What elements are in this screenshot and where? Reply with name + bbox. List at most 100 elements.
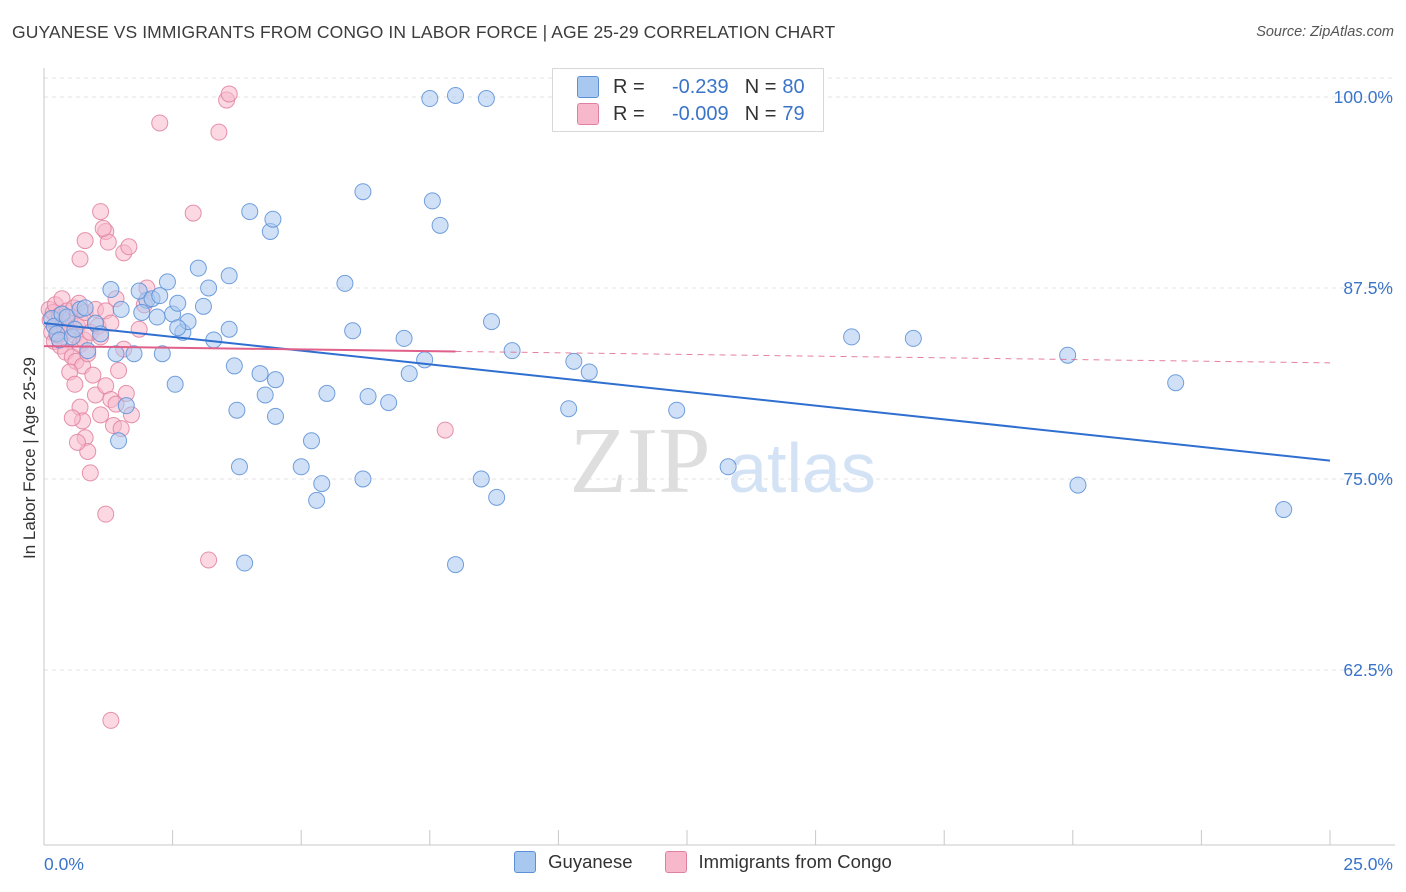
legend-swatch-congo bbox=[577, 103, 599, 125]
guyanese-point bbox=[169, 294, 187, 312]
congo-trend-line bbox=[43, 345, 456, 353]
guyanese-point bbox=[189, 259, 207, 277]
legend-r-label: R = bbox=[613, 102, 645, 125]
guyanese-point bbox=[266, 407, 284, 425]
source-credit: Source: ZipAtlas.com bbox=[1256, 24, 1394, 40]
guyanese-point bbox=[1059, 346, 1077, 364]
congo-point bbox=[84, 366, 102, 384]
congo-point bbox=[151, 114, 169, 132]
guyanese-point bbox=[110, 432, 128, 450]
y-tick-label: 100.0% bbox=[1334, 87, 1393, 107]
congo-point bbox=[120, 238, 138, 256]
series-swatch-guyanese bbox=[514, 851, 537, 873]
guyanese-point bbox=[318, 384, 336, 402]
guyanese-point bbox=[107, 345, 125, 363]
legend-row-congo: R = -0.009 N = 79 bbox=[577, 102, 805, 126]
guyanese-point bbox=[580, 363, 598, 381]
y-tick-label: 75.0% bbox=[1343, 469, 1393, 489]
watermark-atlas: atlas bbox=[728, 429, 876, 507]
gridlines bbox=[44, 77, 1395, 671]
guyanese-point bbox=[904, 329, 922, 347]
guyanese-point bbox=[354, 183, 372, 201]
congo-point bbox=[200, 551, 218, 569]
tick-labels: 62.5% 75.0% 87.5% 100.0% 0.0% 25.0% bbox=[44, 87, 1393, 874]
guyanese-point bbox=[477, 90, 495, 108]
guyanese-point bbox=[166, 375, 184, 393]
congo-point bbox=[97, 505, 115, 523]
congo-point bbox=[94, 219, 112, 237]
congo-point bbox=[66, 375, 84, 393]
guyanese-point bbox=[256, 386, 274, 404]
congo-point bbox=[102, 711, 120, 729]
legend-swatch-guyanese bbox=[577, 76, 599, 98]
guyanese-trend-line bbox=[43, 322, 1331, 462]
guyanese-point bbox=[117, 397, 135, 415]
guyanese-point bbox=[503, 342, 521, 360]
y-tick-label: 87.5% bbox=[1343, 278, 1393, 298]
guyanese-point bbox=[1069, 476, 1087, 494]
series-legend-congo[interactable]: Immigrants from Congo bbox=[664, 851, 892, 873]
guyanese-point bbox=[251, 365, 269, 383]
guyanese-point bbox=[169, 319, 187, 337]
guyanese-point bbox=[158, 273, 176, 291]
guyanese-point bbox=[241, 203, 259, 221]
legend-n-value: 80 bbox=[782, 75, 805, 98]
congo-point bbox=[92, 203, 110, 221]
trend-lines bbox=[43, 322, 1331, 462]
guyanese-point bbox=[200, 279, 218, 297]
congo-point bbox=[210, 123, 228, 141]
guyanese-point bbox=[488, 488, 506, 506]
guyanese-point bbox=[76, 299, 94, 317]
guyanese-point bbox=[266, 371, 284, 389]
guyanese-point bbox=[112, 300, 130, 318]
guyanese-point bbox=[302, 432, 320, 450]
series-swatch-congo bbox=[664, 851, 687, 873]
guyanese-point bbox=[292, 458, 310, 476]
axes bbox=[43, 68, 1395, 846]
data-points bbox=[40, 85, 1293, 729]
guyanese-point bbox=[483, 313, 501, 331]
guyanese-point bbox=[421, 90, 439, 108]
guyanese-point bbox=[130, 282, 148, 300]
congo-trend-line-extension bbox=[455, 350, 1331, 364]
guyanese-point bbox=[359, 387, 377, 405]
guyanese-point bbox=[560, 400, 578, 418]
guyanese-point bbox=[668, 401, 686, 419]
guyanese-point bbox=[225, 357, 243, 375]
guyanese-point bbox=[447, 556, 465, 574]
congo-point bbox=[68, 433, 86, 451]
guyanese-point bbox=[395, 329, 413, 347]
congo-point bbox=[81, 464, 99, 482]
guyanese-point bbox=[400, 365, 418, 383]
guyanese-point bbox=[1275, 501, 1293, 519]
series-legend-guyanese[interactable]: Guyanese bbox=[514, 851, 633, 873]
y-tick-label: 62.5% bbox=[1343, 660, 1393, 680]
guyanese-point bbox=[1167, 374, 1185, 392]
guyanese-point bbox=[230, 458, 248, 476]
legend-r-label: R = bbox=[613, 75, 645, 98]
x-tick-label: 25.0% bbox=[1343, 854, 1393, 874]
guyanese-point bbox=[344, 322, 362, 340]
guyanese-point bbox=[565, 352, 583, 370]
congo-point bbox=[220, 85, 238, 103]
congo-point bbox=[63, 409, 81, 427]
guyanese-point bbox=[447, 86, 465, 104]
guyanese-point bbox=[151, 287, 169, 305]
legend-r-value: -0.239 bbox=[671, 75, 729, 98]
guyanese-point bbox=[308, 491, 326, 509]
congo-point bbox=[71, 250, 89, 268]
guyanese-point bbox=[719, 458, 737, 476]
guyanese-point bbox=[125, 345, 143, 363]
guyanese-point bbox=[194, 297, 212, 315]
congo-point bbox=[76, 232, 94, 250]
congo-point bbox=[92, 406, 110, 424]
correlation-legend: R = -0.239 N = 80 R = -0.009 N = 79 bbox=[552, 68, 824, 132]
watermark-zip: ZIP bbox=[570, 409, 711, 513]
series-label-congo: Immigrants from Congo bbox=[698, 851, 892, 872]
guyanese-point bbox=[843, 328, 861, 346]
guyanese-point bbox=[79, 342, 97, 360]
series-label-guyanese: Guyanese bbox=[548, 851, 633, 872]
guyanese-point bbox=[236, 554, 254, 572]
guyanese-point bbox=[133, 303, 151, 321]
